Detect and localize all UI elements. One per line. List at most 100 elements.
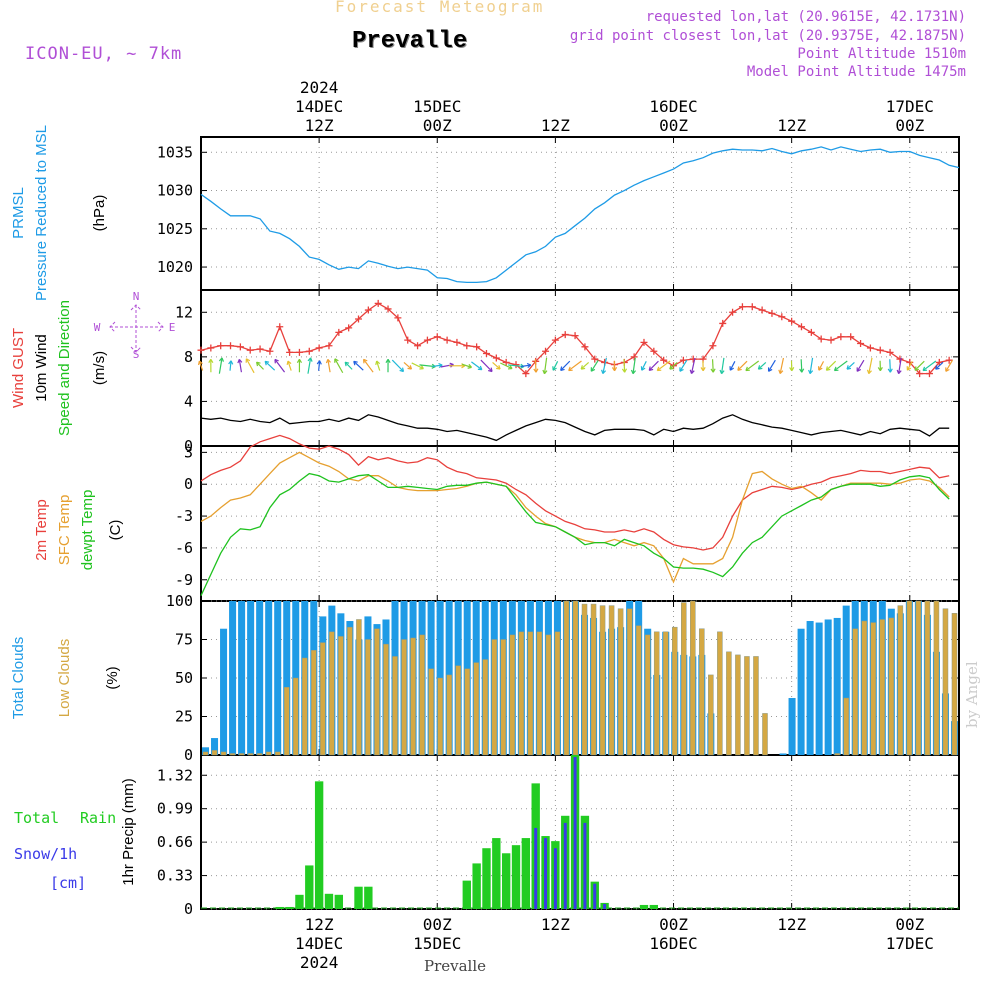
- gust-marker: [640, 338, 648, 346]
- wind-direction-arrow: [432, 364, 443, 368]
- gust-marker: [502, 358, 510, 366]
- top-time-label: 14DEC: [295, 97, 343, 116]
- wind-arrow-head: [640, 366, 646, 371]
- low-cloud-bar: [572, 600, 579, 756]
- gust-marker: [207, 344, 215, 352]
- low-cloud-bar: [329, 631, 335, 756]
- gust-marker: [256, 345, 264, 353]
- wind-direction-arrow: [779, 357, 785, 374]
- low-cloud-bar: [410, 637, 416, 756]
- gust-marker: [650, 347, 658, 355]
- low-cloud-bar: [753, 656, 759, 756]
- wind-direction-arrow: [914, 360, 925, 371]
- wind-arrow-head: [542, 369, 548, 375]
- gust-marker: [453, 338, 461, 346]
- wind-axis-label: 10m Wind: [33, 334, 50, 402]
- gust-marker: [512, 361, 520, 369]
- gust-marker: [443, 336, 451, 344]
- wind-arrow-head: [906, 366, 912, 371]
- wind-direction-arrow: [800, 359, 803, 373]
- wind-arrow-head: [488, 367, 493, 373]
- rain-bar: [462, 880, 471, 909]
- low-cloud-bar: [392, 656, 398, 756]
- wind-direction-arrow: [218, 357, 223, 374]
- low-cloud-bar: [942, 608, 949, 756]
- low-cloud-bar: [924, 600, 931, 756]
- low-cloud-bar: [626, 608, 633, 756]
- wind-arrow-head: [914, 366, 919, 371]
- wind-arrow-head: [533, 368, 539, 373]
- wind-direction-arrow: [906, 361, 913, 371]
- wind-arrow-head: [656, 366, 662, 372]
- wind-direction-arrow: [391, 359, 404, 372]
- total-cloud-bar: [247, 601, 255, 755]
- gust-marker: [896, 355, 904, 363]
- gust-marker: [758, 306, 766, 314]
- gust-marker: [817, 335, 825, 343]
- wind-arrow-head: [789, 366, 795, 372]
- wind-direction-arrow: [500, 362, 513, 370]
- wind-arrow-head: [344, 361, 350, 367]
- low-cloud-bar: [635, 625, 642, 756]
- low-cloud-bar: [861, 620, 868, 756]
- total-cloud-bar: [788, 698, 796, 755]
- gust-marker: [571, 332, 579, 340]
- wind-direction-arrow: [480, 359, 493, 372]
- low-cloud-bar: [320, 642, 326, 756]
- gust-marker: [886, 348, 894, 356]
- wind-direction-arrow: [287, 360, 292, 371]
- wind-direction-arrow: [440, 363, 454, 368]
- wind-arrow-head: [197, 360, 203, 366]
- rain-bar: [324, 893, 334, 909]
- temp-sfc-line: [200, 451, 950, 584]
- wind-direction-arrow: [720, 357, 725, 374]
- wind-arrow-head: [856, 367, 862, 372]
- wind-speed-line: [200, 414, 950, 442]
- compass-n: N: [133, 290, 140, 303]
- wind-arrow-head: [552, 366, 557, 371]
- gust-marker: [482, 350, 490, 358]
- wind-arrow-head: [228, 360, 234, 365]
- gust-marker: [719, 319, 727, 327]
- wind-arrow-head: [264, 360, 270, 366]
- wind-direction-arrow: [238, 359, 243, 373]
- low-cloud-bar: [274, 751, 281, 756]
- wind-arrow-head: [218, 357, 225, 362]
- low-cloud-bar: [419, 634, 425, 756]
- bottom-time-label: 00Z: [423, 915, 452, 934]
- low-cloud-bar: [338, 636, 344, 756]
- temp-2m-line: [200, 434, 950, 551]
- top-time-label: 17DEC: [886, 97, 934, 116]
- total-cloud-bar: [238, 601, 246, 755]
- bottom-time-label: 16DEC: [649, 934, 697, 953]
- snow-bar: [534, 827, 538, 909]
- wind-direction-arrow: [344, 361, 353, 370]
- wind-direction-arrow: [376, 360, 381, 371]
- wind-arrow-head: [590, 367, 596, 372]
- wind-direction-arrow: [690, 357, 696, 374]
- grid-point-coords: grid point closest lon,lat (20.9375E, 42…: [569, 28, 966, 44]
- wind-direction-arrow: [580, 361, 590, 370]
- wind-direction-arrow: [641, 361, 647, 371]
- wind-arrow-head: [825, 366, 831, 371]
- bottom-time-label: 00Z: [895, 915, 924, 934]
- low-cloud-bar: [383, 643, 389, 756]
- wind-direction-arrow: [935, 361, 944, 370]
- snow-bar: [603, 903, 607, 909]
- temperature-ytick-label: -3: [175, 507, 193, 525]
- model-point-altitude: Model Point Altitude 1475m: [746, 64, 966, 80]
- gust-marker: [423, 336, 431, 344]
- gust-marker: [876, 346, 884, 354]
- wind-unit: (m/s): [91, 351, 108, 385]
- low-cloud-bar: [220, 751, 227, 756]
- pressure-unit: (hPa): [91, 195, 108, 232]
- rain-bar: [482, 848, 491, 909]
- low-cloud-bar: [644, 634, 651, 756]
- wind-direction-arrow: [809, 357, 814, 374]
- precip-axis-label: 1hr Precip (mm): [120, 778, 137, 886]
- gust-marker: [837, 333, 845, 341]
- wind-direction-arrow: [403, 362, 412, 370]
- top-time-label: 2024: [300, 78, 339, 97]
- gust-marker: [935, 358, 943, 366]
- precip-ytick-label: 0: [184, 900, 193, 918]
